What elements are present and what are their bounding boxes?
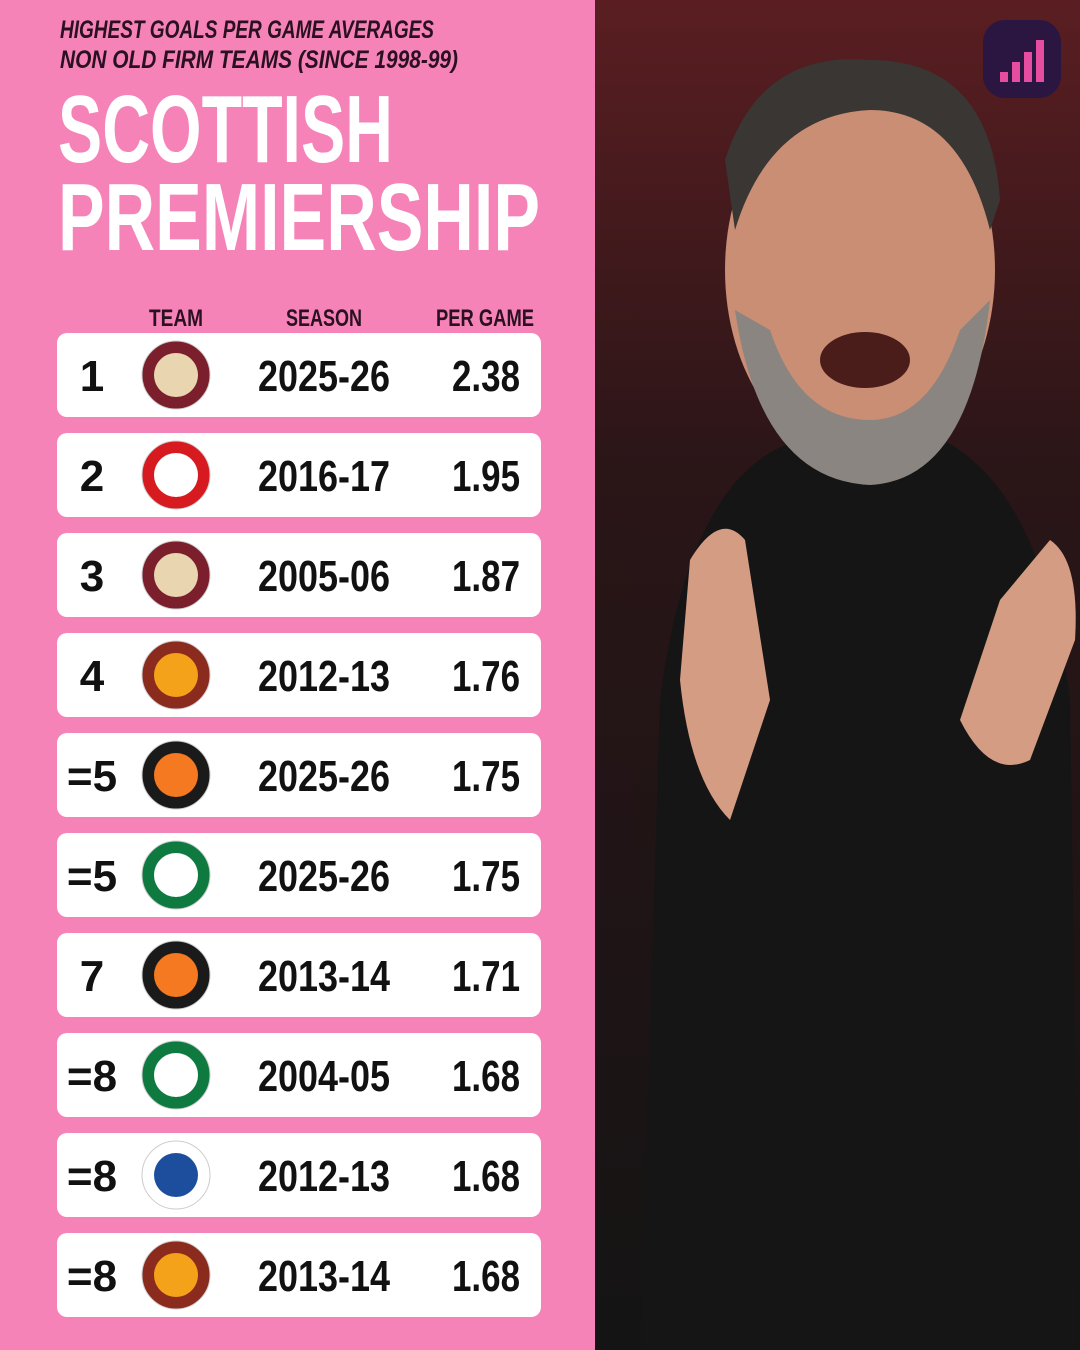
season: 2013-14 [258,952,390,1001]
season: 2025-26 [258,752,390,801]
table-rows: 1 2025-26 2.38 2 2016-17 1.95 3 2005-06 1.87 4 201… [57,333,541,1317]
column-header: PER GAME [436,305,534,332]
team-logo-inner [154,353,198,397]
season: 2004-05 [258,1052,390,1101]
per-game: 1.76 [452,652,520,701]
column-header: TEAM [149,305,203,332]
season: 2012-13 [258,1152,390,1201]
subtitle: HIGHEST GOALS PER GAME AVERAGES [60,16,434,44]
rank: =5 [67,852,117,901]
per-game: 1.87 [452,552,520,601]
rank: =8 [67,1152,117,1201]
rank: 3 [80,552,104,601]
per-game: 1.68 [452,1252,520,1301]
rank: 7 [80,952,104,1001]
title: SCOTTISH [58,76,393,183]
season: 2025-26 [258,852,390,901]
team-logo-inner [154,753,198,797]
brand-logo-bars [1000,40,1044,82]
rank: 1 [80,352,104,401]
per-game: 1.68 [452,1052,520,1101]
season: 2016-17 [258,452,390,501]
per-game: 1.95 [452,452,520,501]
per-game: 1.75 [452,752,520,801]
column-header: SEASON [286,305,362,332]
rank: 2 [80,452,104,501]
per-game: 1.71 [452,952,520,1001]
season: 2013-14 [258,1252,390,1301]
brand-logo [983,20,1061,98]
title: PREMIERSHIP [58,164,540,271]
rank: 4 [80,652,105,701]
rank: =8 [67,1252,117,1301]
team-logo-inner [154,1253,198,1297]
person [640,59,1080,1350]
season: 2005-06 [258,552,390,601]
per-game: 1.75 [452,852,520,901]
subtitle: NON OLD FIRM TEAMS (SINCE 1998-99) [60,46,458,74]
team-logo-inner [154,1153,198,1197]
season: 2012-13 [258,652,390,701]
rank: =8 [67,1052,117,1101]
season: 2025-26 [258,352,390,401]
team-logo-inner [154,553,198,597]
per-game: 1.68 [452,1152,520,1201]
team-logo-inner [154,1053,198,1097]
team-logo-inner [154,853,198,897]
team-logo-inner [154,653,198,697]
rank: =5 [67,752,117,801]
team-logo-inner [154,953,198,997]
per-game: 2.38 [452,352,520,401]
team-logo-inner [154,453,198,497]
